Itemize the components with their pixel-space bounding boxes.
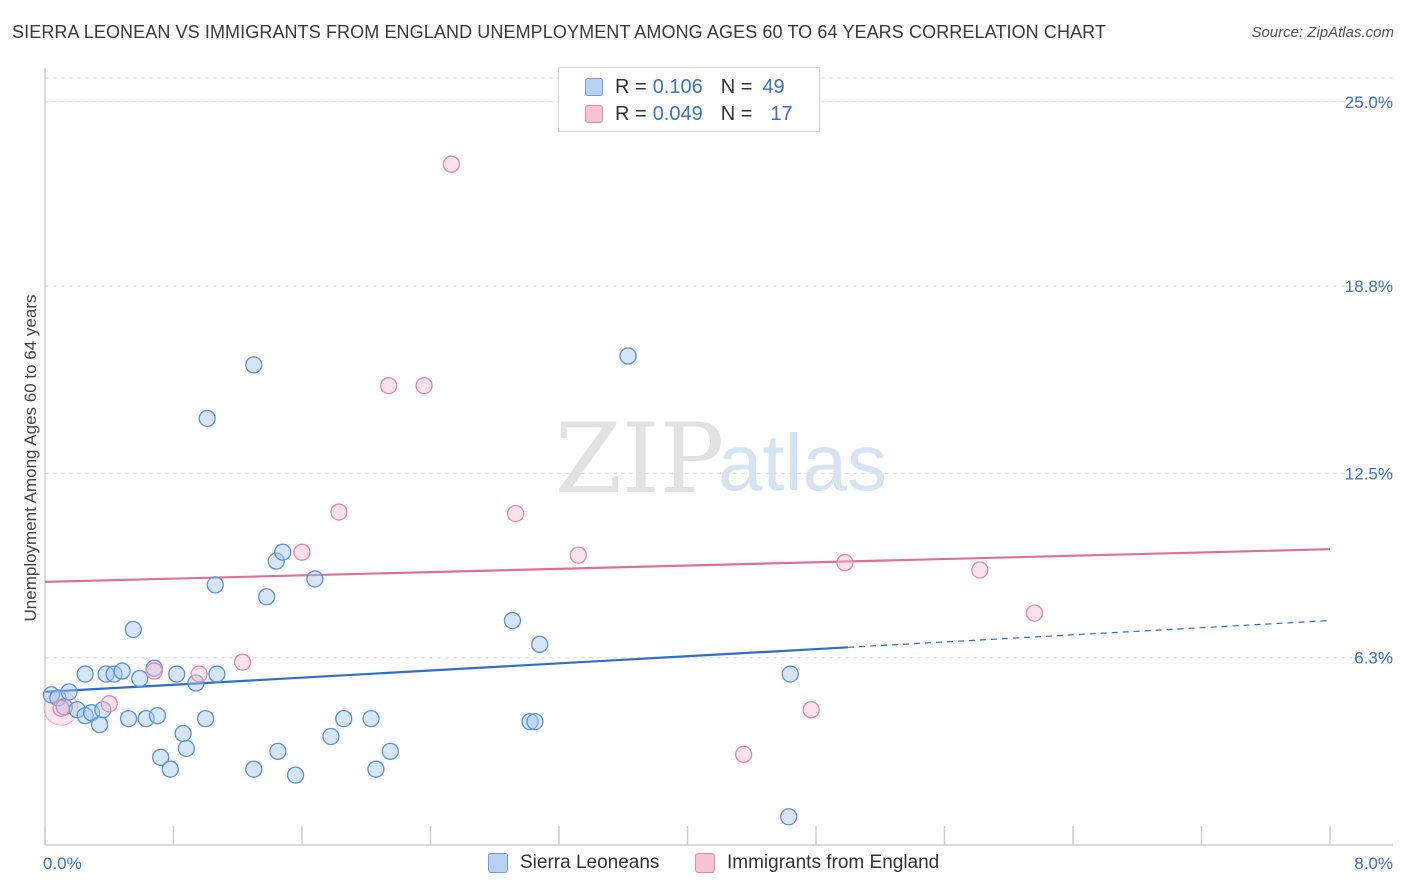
legend-swatch-pink	[695, 853, 715, 873]
data-point-sierra-leonean	[503, 611, 522, 630]
data-point-sierra-leonean	[174, 724, 192, 743]
data-point-sierra-leonean	[267, 552, 285, 570]
data-point-sierra-leonean	[274, 543, 292, 561]
stats-legend: R = 0.106 N = 49 R = 0.049 N = 17	[558, 67, 820, 132]
data-point-immigrant-england	[802, 701, 820, 719]
data-point-sierra-leonean	[90, 715, 109, 734]
data-point-sierra-leonean	[381, 742, 399, 761]
data-point-sierra-leonean	[131, 669, 149, 688]
data-point-sierra-leonean	[526, 712, 544, 731]
legend-label: Sierra Leoneans	[520, 852, 660, 873]
data-point-immigrant-england	[330, 503, 348, 521]
legend-swatch-blue	[488, 853, 508, 873]
data-point-immigrant-england	[190, 665, 208, 683]
data-point-sierra-leonean	[161, 760, 179, 778]
data-point-sierra-leonean	[780, 808, 798, 826]
data-point-immigrant-england	[735, 745, 753, 763]
data-point-sierra-leonean	[619, 347, 637, 365]
data-point-sierra-leonean	[94, 701, 112, 719]
legend-row-sierra-leoneans: R = 0.106 N = 49	[585, 74, 785, 100]
legend-n-value: 49	[762, 75, 785, 98]
data-point-sierra-leonean	[168, 665, 186, 683]
data-point-sierra-leonean	[60, 683, 78, 701]
series-legend: Sierra Leoneans Immigrants from England	[0, 852, 1406, 876]
data-point-sierra-leonean	[196, 710, 215, 728]
legend-item-immigrants-england: Immigrants from England	[695, 852, 939, 874]
watermark: ZIP atlas	[555, 403, 887, 515]
data-point-sierra-leonean	[362, 710, 380, 728]
data-point-sierra-leonean	[208, 665, 226, 683]
legend-r-value: 0.049	[652, 102, 703, 125]
data-point-immigrant-england	[415, 377, 433, 395]
data-point-sierra-leonean	[269, 742, 287, 761]
data-point-immigrant-england	[836, 553, 854, 572]
data-point-sierra-leonean	[258, 588, 276, 606]
watermark-atlas: atlas	[718, 418, 887, 507]
y-tick-labels: 25.0% 18.8% 12.5% 6.3%	[1345, 93, 1393, 668]
chart-source: Source: ZipAtlas.com	[1251, 24, 1394, 41]
data-point-sierra-leonean	[137, 710, 155, 728]
legend-swatch-pink	[585, 105, 603, 123]
data-point-immigrant-england	[293, 543, 311, 561]
data-point-immigrant-england	[380, 377, 398, 395]
data-point-immigrant-england	[100, 695, 118, 713]
data-point-sierra-leonean	[82, 704, 101, 722]
x-tick-label: 8.0%	[1354, 854, 1393, 873]
data-points	[42, 155, 1044, 826]
data-point-immigrant-england	[506, 504, 525, 523]
y-tick-label: 12.5%	[1345, 464, 1393, 483]
legend-n-label: N =	[720, 102, 753, 125]
legend-r-value: 0.106	[652, 75, 703, 98]
data-point-immigrant-england	[145, 662, 163, 680]
data-point-sierra-leonean	[124, 620, 142, 639]
x-tick-labels: 0.0% 8.0%	[43, 854, 1393, 873]
trend-extension-sierra-leoneans	[848, 619, 1331, 648]
trend-lines	[44, 548, 1331, 693]
data-point-sierra-leonean	[521, 712, 539, 731]
legend-n-label: N =	[720, 75, 753, 98]
legend-item-sierra-leoneans: Sierra Leoneans	[488, 852, 659, 874]
data-point-sierra-leonean	[286, 766, 305, 784]
legend-r-label: R =	[615, 102, 647, 125]
data-point-sierra-leonean	[322, 727, 340, 746]
watermark-zip: ZIP	[555, 403, 724, 515]
data-point-sierra-leonean	[151, 748, 170, 766]
data-point-sierra-leonean	[119, 710, 138, 728]
data-point-sierra-leonean	[335, 710, 353, 728]
y-axis-title: Unemployment Among Ages 60 to 64 years	[21, 295, 40, 622]
legend-swatch-blue	[585, 78, 603, 96]
y-tick-label: 18.8%	[1345, 277, 1393, 296]
data-point-sierra-leonean	[148, 707, 167, 725]
data-point-immigrant-england	[569, 546, 587, 564]
legend-r-label: R =	[615, 75, 647, 98]
data-point-immigrant-england	[233, 653, 252, 671]
data-point-sierra-leonean	[187, 674, 205, 692]
trend-line-immigrants-england	[44, 548, 1331, 584]
data-point-immigrant-england	[52, 699, 70, 717]
data-point-sierra-leonean	[177, 739, 196, 758]
legend-row-immigrants-england: R = 0.049 N = 17	[585, 101, 793, 127]
data-point-sierra-leonean	[781, 665, 799, 683]
x-tick-label: 0.0%	[43, 854, 82, 873]
legend-n-value: 17	[770, 102, 793, 125]
data-point-sierra-leonean	[531, 635, 549, 653]
data-point-sierra-leonean	[245, 356, 263, 374]
axes	[44, 68, 1393, 846]
y-tick-label: 6.3%	[1354, 649, 1393, 668]
data-point-immigrant-england	[971, 561, 989, 579]
data-point-sierra-leonean	[76, 665, 94, 683]
data-point-immigrant-england	[1025, 604, 1044, 622]
data-point-sierra-leonean	[206, 576, 224, 594]
data-point-sierra-leonean	[113, 662, 131, 680]
trend-line-sierra-leoneans	[44, 646, 849, 693]
data-point-sierra-leonean	[245, 760, 263, 778]
legend-label: Immigrants from England	[727, 852, 940, 873]
y-tick-label: 25.0%	[1345, 93, 1393, 112]
data-point-sierra-leonean	[367, 760, 385, 778]
data-point-sierra-leonean	[198, 409, 216, 428]
data-point-sierra-leonean	[306, 570, 324, 588]
data-point-immigrant-england	[442, 155, 461, 173]
chart-title: SIERRA LEONEAN VS IMMIGRANTS FROM ENGLAN…	[12, 22, 1107, 42]
